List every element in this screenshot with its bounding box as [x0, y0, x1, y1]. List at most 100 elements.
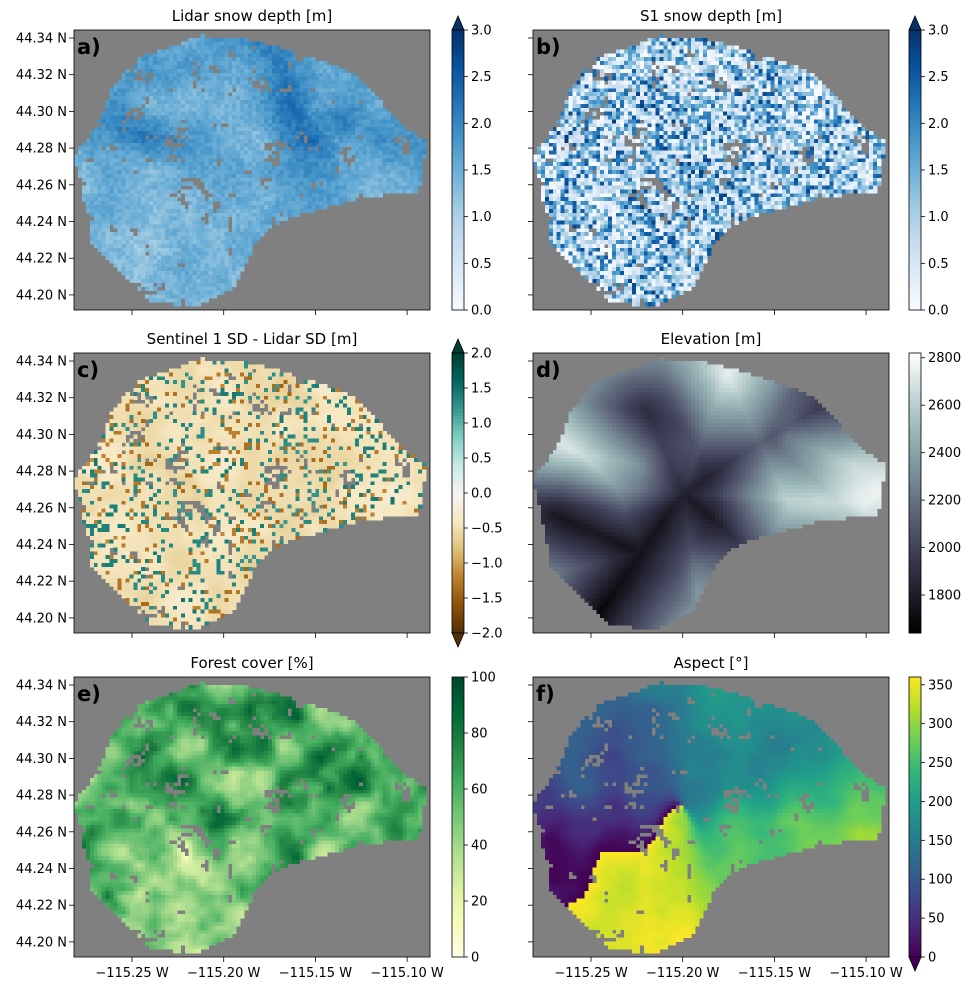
lon-tick-label: −115.15 W — [738, 966, 812, 981]
colorbar: 0.0 0.5 1.0 1.5 2.0 2.5 3.0 — [451, 14, 492, 319]
map-raster — [74, 680, 427, 954]
map-raster — [533, 356, 886, 630]
colorbar-tick-label: 200 — [928, 795, 953, 810]
colorbar-tick-label: 1800 — [928, 589, 961, 604]
colorbar-tick-label: 2.0 — [471, 117, 492, 132]
colorbar: 0.0 0.5 1.0 1.5 2.0 2.5 3.0 — [908, 14, 949, 319]
colorbar-extend-max — [451, 14, 465, 31]
colorbar-tick-label: 0 — [928, 951, 936, 966]
colorbar-tick-label: 0 — [471, 951, 479, 966]
colorbar-tick-label: 2000 — [928, 541, 961, 556]
colorbar-tick-label: 0.5 — [928, 257, 949, 272]
axes-frame — [73, 676, 431, 958]
lon-tick-label: −115.15 W — [279, 966, 353, 981]
colorbar-tick-label: −2.0 — [471, 627, 503, 642]
lat-tick-label: 44.30 N — [16, 428, 67, 443]
lat-tick-label: 44.22 N — [16, 899, 67, 914]
map-raster — [533, 680, 886, 954]
panel-letter: c) — [77, 358, 99, 382]
panel-title: S1 snow depth [m] — [640, 7, 782, 25]
lat-tick-label: 44.20 N — [16, 935, 67, 950]
lon-tick-label: −115.20 W — [646, 966, 720, 981]
colorbar-tick-label: 2.0 — [928, 117, 949, 132]
colorbar-tick-label: 2.5 — [928, 70, 949, 85]
colorbar-tick-label: 40 — [471, 839, 488, 854]
lat-tick-label: 44.24 N — [16, 215, 67, 230]
lat-tick-label: 44.26 N — [16, 825, 67, 840]
colorbar: 2800 2600 2400 2200 2000 1800 — [908, 351, 961, 634]
colorbar-tick-label: 50 — [928, 912, 945, 927]
map-raster — [74, 33, 427, 307]
lat-tick-label: 44.34 N — [16, 32, 67, 47]
map-raster — [74, 356, 427, 630]
colorbar-tick-label: 150 — [928, 834, 953, 849]
lat-tick-label: 44.32 N — [16, 715, 67, 730]
lon-tick-label: −115.25 W — [95, 966, 169, 981]
colorbar-tick-label: 350 — [928, 678, 953, 693]
lat-tick-label: 44.30 N — [16, 752, 67, 767]
panel-title: Lidar snow depth [m] — [172, 7, 332, 25]
colorbar-tick-label: 0.5 — [471, 257, 492, 272]
panel-letter: f) — [536, 682, 555, 706]
panel-letter: d) — [536, 358, 561, 382]
axes-frame — [73, 29, 431, 311]
axes-frame — [532, 29, 890, 311]
panel-e: Forest cover [%] e) 44.34 N 44.32 N 44.30 N 4… — [16, 654, 496, 981]
lat-tick-label: 44.24 N — [16, 538, 67, 553]
colorbar-tick-label: 250 — [928, 756, 953, 771]
axes-frame — [73, 352, 431, 634]
colorbar-tick-label: 2600 — [928, 399, 961, 414]
colorbar-extend-max — [908, 14, 922, 31]
colorbar-tick-label: −1.0 — [471, 557, 503, 572]
lat-tick-label: 44.30 N — [16, 105, 67, 120]
colorbar-tick-label: 80 — [471, 727, 488, 742]
colorbar-tick-label: 100 — [928, 873, 953, 888]
panel-title: Forest cover [%] — [190, 654, 313, 672]
lat-tick-label: 44.28 N — [16, 465, 67, 480]
lat-tick-label: 44.32 N — [16, 68, 67, 83]
lat-tick-label: 44.22 N — [16, 575, 67, 590]
colorbar-tick-label: 20 — [471, 895, 488, 910]
panel-title: Aspect [°] — [674, 654, 749, 672]
axes-frame — [532, 352, 890, 634]
panel-title: Elevation [m] — [661, 330, 762, 348]
lat-tick-label: 44.20 N — [16, 611, 67, 626]
panel-letter: e) — [77, 682, 101, 706]
colorbar-tick-label: 2800 — [928, 351, 961, 366]
colorbar-tick-label: 0.5 — [471, 452, 492, 467]
map-raster — [533, 33, 886, 307]
colorbar-extend-min — [451, 632, 465, 649]
panel-f: Aspect [°] f) −115.25 W −115.20 W −115.15 W −… — [528, 654, 953, 981]
colorbar-tick-label: 2200 — [928, 494, 961, 509]
colorbar: 350 300 250 200 150 100 50 0 — [908, 676, 953, 973]
colorbar-tick-label: 100 — [471, 671, 496, 686]
lat-tick-label: 44.34 N — [16, 679, 67, 694]
colorbar: 100 80 60 40 20 0 — [451, 671, 496, 966]
panel-title: Sentinel 1 SD - Lidar SD [m] — [147, 330, 358, 348]
colorbar-extend-min — [908, 956, 922, 973]
axes-frame — [532, 676, 890, 958]
panel-letter: b) — [536, 35, 561, 59]
lat-tick-label: 44.24 N — [16, 862, 67, 877]
panel-c: Sentinel 1 SD - Lidar SD [m] c) 44.34 N 44.… — [16, 330, 503, 649]
colorbar-tick-label: 1.0 — [471, 417, 492, 432]
colorbar-tick-label: 0.0 — [928, 304, 949, 319]
lat-tick-label: 44.34 N — [16, 355, 67, 370]
colorbar-tick-label: 1.0 — [471, 210, 492, 225]
colorbar-tick-label: 2.0 — [471, 347, 492, 362]
colorbar-tick-label: 3.0 — [471, 24, 492, 39]
colorbar-tick-label: 1.0 — [928, 210, 949, 225]
lat-tick-label: 44.28 N — [16, 789, 67, 804]
colorbar-tick-label: 2.5 — [471, 70, 492, 85]
lat-tick-label: 44.32 N — [16, 391, 67, 406]
panel-b: S1 snow depth [m] b) 0.0 0.5 1.0 1.5 2.0 2.5 3.0 — [528, 7, 949, 319]
colorbar-tick-label: −0.5 — [471, 522, 503, 537]
colorbar-tick-label: 2400 — [928, 446, 961, 461]
lat-tick-label: 44.26 N — [16, 501, 67, 516]
lat-tick-label: 44.26 N — [16, 178, 67, 193]
lon-tick-label: −115.10 W — [370, 966, 444, 981]
colorbar-tick-label: 1.5 — [928, 164, 949, 179]
lat-tick-label: 44.20 N — [16, 288, 67, 303]
panel-letter: a) — [77, 35, 101, 59]
